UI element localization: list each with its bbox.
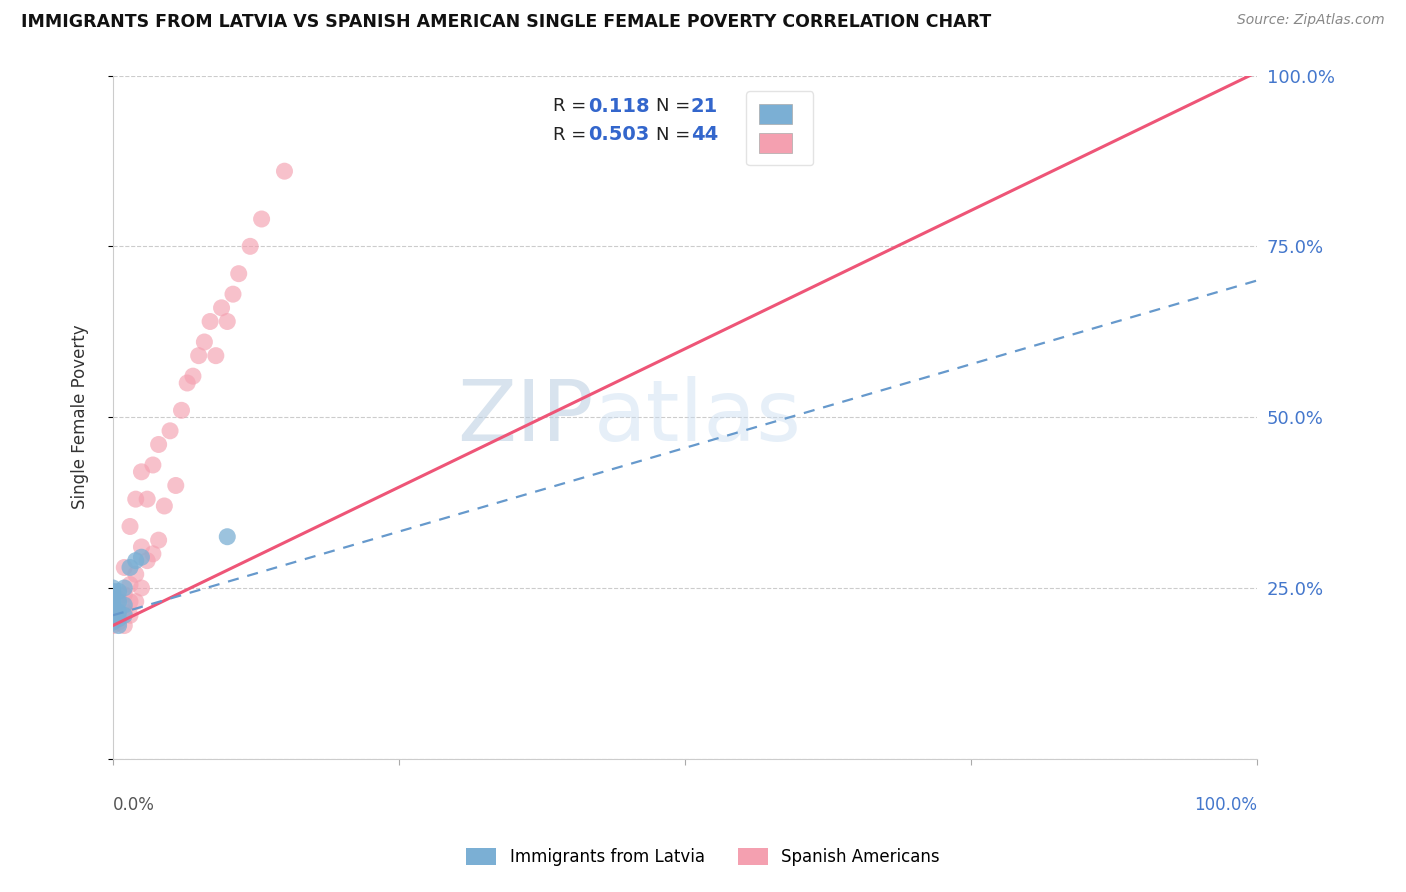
Point xyxy=(181,369,204,384)
Point xyxy=(217,530,239,544)
Text: R =: R = xyxy=(554,126,586,144)
Point xyxy=(107,615,129,629)
Point xyxy=(112,605,135,619)
Point xyxy=(176,376,198,390)
Point xyxy=(198,314,221,328)
Text: N =: N = xyxy=(657,97,690,115)
Point xyxy=(153,499,176,513)
Text: R =: R = xyxy=(554,97,586,115)
Point xyxy=(222,287,245,301)
Legend: , : , xyxy=(747,91,813,165)
Point xyxy=(165,478,187,492)
Point xyxy=(101,605,124,619)
Point xyxy=(107,594,129,608)
Text: 44: 44 xyxy=(690,126,718,145)
Point xyxy=(101,608,124,623)
Point xyxy=(112,588,135,602)
Point xyxy=(131,465,153,479)
Point xyxy=(211,301,233,315)
Point xyxy=(107,605,129,619)
Point xyxy=(107,605,129,619)
Point xyxy=(205,349,228,363)
Text: atlas: atlas xyxy=(593,376,801,458)
Point xyxy=(159,424,181,438)
Point xyxy=(107,591,129,606)
Point xyxy=(118,519,141,533)
Point xyxy=(136,554,159,568)
Point xyxy=(125,594,148,608)
Text: 0.503: 0.503 xyxy=(588,126,650,145)
Point xyxy=(118,577,141,591)
Point xyxy=(131,540,153,554)
Point xyxy=(170,403,193,417)
Point xyxy=(112,598,135,612)
Point xyxy=(118,594,141,608)
Point xyxy=(193,334,215,349)
Point xyxy=(118,608,141,623)
Legend: Immigrants from Latvia, Spanish Americans: Immigrants from Latvia, Spanish American… xyxy=(458,840,948,875)
Text: IMMIGRANTS FROM LATVIA VS SPANISH AMERICAN SINGLE FEMALE POVERTY CORRELATION CHA: IMMIGRANTS FROM LATVIA VS SPANISH AMERIC… xyxy=(21,13,991,31)
Point xyxy=(250,212,273,227)
Point xyxy=(118,560,141,574)
Point xyxy=(125,492,148,507)
Point xyxy=(148,437,170,451)
Point xyxy=(142,547,165,561)
Point xyxy=(101,598,124,612)
Point xyxy=(131,581,153,595)
Text: 0.118: 0.118 xyxy=(588,96,650,116)
Point xyxy=(125,554,148,568)
Point xyxy=(101,594,124,608)
Text: 0.0%: 0.0% xyxy=(112,797,155,814)
Point xyxy=(107,584,129,599)
Text: 21: 21 xyxy=(690,96,718,116)
Point xyxy=(112,608,135,623)
Point xyxy=(101,588,124,602)
Point xyxy=(101,601,124,615)
Point xyxy=(148,533,170,548)
Point xyxy=(125,567,148,582)
Point xyxy=(239,239,262,253)
Point xyxy=(101,598,124,612)
Point xyxy=(101,581,124,595)
Text: N =: N = xyxy=(657,126,690,144)
Point xyxy=(228,267,250,281)
Point xyxy=(107,618,129,632)
Point xyxy=(136,492,159,507)
Point xyxy=(112,618,135,632)
Point xyxy=(107,612,129,626)
Point xyxy=(187,349,209,363)
Point xyxy=(101,608,124,623)
Point xyxy=(273,164,295,178)
Point xyxy=(217,314,239,328)
Point xyxy=(131,550,153,565)
Point xyxy=(142,458,165,472)
Text: 100.0%: 100.0% xyxy=(1194,797,1257,814)
Text: Source: ZipAtlas.com: Source: ZipAtlas.com xyxy=(1237,13,1385,28)
Point xyxy=(101,588,124,602)
Point xyxy=(101,615,124,629)
Point xyxy=(112,581,135,595)
Point xyxy=(101,584,124,599)
Point xyxy=(112,560,135,574)
Point xyxy=(101,618,124,632)
Y-axis label: Single Female Poverty: Single Female Poverty xyxy=(72,325,89,509)
Text: ZIP: ZIP xyxy=(457,376,593,458)
